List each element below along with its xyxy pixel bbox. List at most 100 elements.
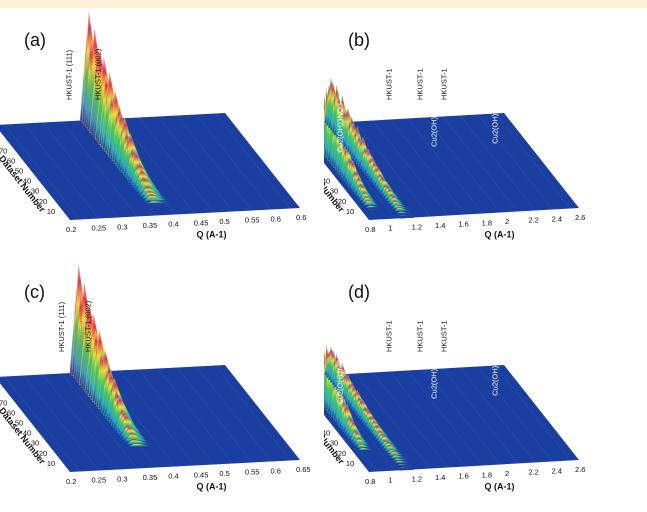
x-tick-label: 2 [505,469,509,478]
peak-label: HKUST-1 [440,68,449,100]
x-tick-label: 2.6 [575,465,585,474]
surface-ripple [176,367,253,463]
x-tick-label: 1 [388,224,392,233]
peak-slice [395,463,411,466]
peak-label: HKUST-1 [385,320,394,352]
peak-slice [399,217,414,219]
y-tick-label: 50 [15,166,23,175]
panel-label-c: (c) [24,282,45,302]
surface-ripple [460,115,536,211]
y-tick-label: 10 [47,207,55,216]
x-tick-label: 2.2 [528,216,538,225]
x-tick-label: 0.55 [245,216,260,225]
surface-ripple [390,119,466,215]
x-tick-label: 1.6 [458,472,468,481]
y-tick-label: 40 [324,177,330,186]
x-tick-label: 1.2 [412,474,422,483]
x-tick-label: 1.8 [482,470,492,479]
x-tick-label: 1.6 [458,220,468,229]
x-tick-label: 0.6 [270,466,280,475]
y-tick-label: 30 [31,439,39,448]
surface-ripple [355,121,431,217]
x-tick-label: 1.4 [435,473,445,482]
x-tick-label: 0.25 [92,224,107,233]
chart-panel-b: 0.8 1 1.2 1.4 1.6 1.8 2 2.2 2.4 2.6 Q (A-1) 1020304… [324,10,647,260]
peak-label: HKUST-1 (111) [57,301,66,352]
x-tick-label: 0.4 [168,472,178,481]
surface-ripple [196,366,272,462]
surface-ripple [4,124,80,220]
surface-ripple [495,113,571,209]
panel-label-d: (d) [348,282,370,302]
surface-ripple [372,372,448,468]
surface-ripple [61,373,138,469]
x-tick-label: 2.2 [528,468,538,477]
surface-floor [0,365,300,472]
peak-slice [393,206,409,212]
x-tick-label: 0.2 [66,477,76,486]
peak-slice [147,204,170,207]
surface-ripple [495,365,571,461]
x-tick-label: 0.4 [168,220,178,229]
surface-ripple [215,365,291,461]
peak-label: HKUST-1 (002) [94,48,103,100]
surface-ripple [138,117,214,213]
x-tick-label: 0.8 [365,477,375,486]
y-tick-label: 40 [23,429,31,438]
peak-label: Cu2(OH)3NO3 [491,94,500,144]
surface-ripple [23,375,99,471]
surface-ripple [119,118,195,214]
y-tick-label: 20 [39,197,47,206]
peak-slice [143,193,167,202]
surface-ripple [23,123,99,219]
y-tick-label: 50 [15,418,23,427]
surface-ripple [390,371,466,467]
surface-ripple [61,121,138,217]
x-tick-label: 0.3 [117,222,127,231]
peak-label: Cu2(OH)3NO3 [430,349,439,399]
surface-plot-d: 0.8 1 1.2 1.4 1.6 1.8 2 2.2 2.4 2.6 Q (A-1) 1020304… [324,320,585,491]
x-tick-label: 0.35 [143,221,158,230]
peak-label: HKUST-1 [385,68,394,100]
peak-slice [365,205,380,209]
x-tick-label: 1.4 [435,221,445,230]
surface-ripple [138,369,214,465]
peak-slice [397,466,413,469]
peak-slice [399,469,414,471]
panel-label-a: (a) [24,30,46,50]
surface-ripple [407,118,483,214]
peak-label: HKUST-1 (111) [65,49,74,100]
chart-panel-c: 0.2 0.25 0.3 0.35 0.4 0.45 0.5 0.55 0.6 0.65 Q (A-… [0,262,323,512]
x-tick-label: 1.2 [412,222,422,231]
y-tick-label: 30 [330,439,338,448]
surface-floor [0,113,300,220]
surface-ripple [460,367,536,463]
x-tick-label: 2.6 [575,213,585,222]
x-tick-label: 0.6 [296,213,306,222]
x-tick-label: 0.6 [270,214,280,223]
y-tick-label: 40 [324,429,330,438]
surface-ripple [442,368,518,464]
top-band [0,0,647,8]
surface-ripple [425,117,501,213]
peak-label: Cu2(OH)3NO3 [336,103,345,153]
y-tick-label: 70 [0,398,7,407]
surface-ripple [196,114,272,210]
peak-label: HKUST-1 [440,320,449,352]
y-tick-label: 40 [23,177,31,186]
x-tick-label: 0.2 [66,225,76,234]
surface-ripple [119,370,195,466]
y-tick-label: 60 [7,156,15,165]
y-tick-label: 70 [0,146,7,155]
x-axis-title: Q (A-1) [197,481,227,491]
surface-ripple [42,374,119,470]
x-tick-label: 2.4 [552,466,562,475]
y-tick-label: 30 [330,187,338,196]
surface-ripple [215,113,291,209]
peak-slice [397,214,413,217]
x-tick-label: 0.35 [143,473,158,482]
surface-ripple [425,369,501,465]
x-tick-label: 1.8 [482,218,492,227]
surface-plot-b: 0.8 1 1.2 1.4 1.6 1.8 2 2.2 2.4 2.6 Q (A-1) 1020304… [324,68,585,239]
surface-ripple [176,115,253,211]
